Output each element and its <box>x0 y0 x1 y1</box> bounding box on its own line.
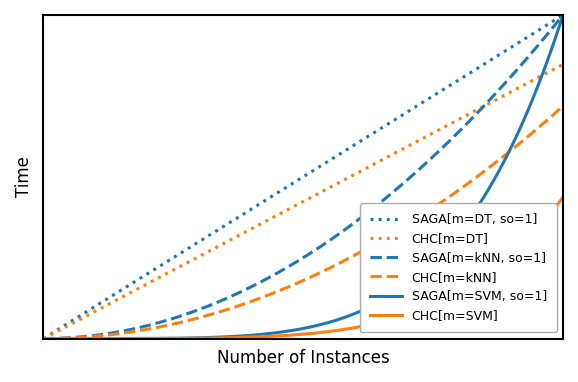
Legend: SAGA[m=DT, so=1], CHC[m=DT], SAGA[m=kNN, so=1], CHC[m=kNN], SAGA[m=SVM, so=1], C: SAGA[m=DT, so=1], CHC[m=DT], SAGA[m=kNN,… <box>360 203 557 332</box>
X-axis label: Number of Instances: Number of Instances <box>217 349 390 367</box>
Y-axis label: Time: Time <box>15 156 33 197</box>
